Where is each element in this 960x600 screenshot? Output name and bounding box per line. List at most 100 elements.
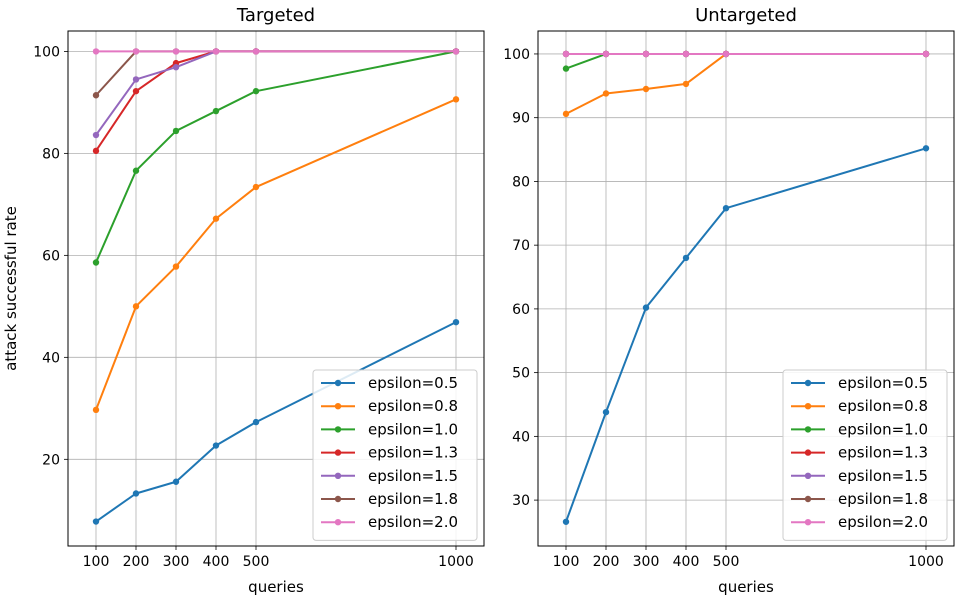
data-point	[682, 50, 690, 58]
data-point	[722, 50, 730, 58]
data-point	[642, 304, 650, 311]
x-tick-label: 300	[633, 554, 660, 570]
data-point	[132, 167, 140, 174]
data-point	[172, 48, 180, 55]
x-tick-label: 400	[203, 554, 230, 570]
x-tick-label: 200	[593, 554, 620, 570]
y-tick-label: 30	[512, 493, 530, 509]
legend-entry-epsilon-0-8: epsilon=0.8	[791, 397, 928, 415]
data-point	[562, 110, 570, 118]
data-point	[562, 50, 570, 58]
data-point	[452, 318, 460, 326]
x-tick-label: 100	[83, 554, 110, 570]
series-epsilon-0-8	[92, 96, 460, 414]
data-point	[252, 183, 260, 191]
untargeted-chart: 100 200 300 400 500 1000 30 40 50 60 70 80 90 100 Unta…	[503, 5, 955, 596]
y-tick-label: 40	[512, 429, 530, 445]
legend-label: epsilon=1.5	[838, 467, 928, 485]
y-tick-label: 80	[42, 146, 60, 162]
data-point	[172, 478, 180, 485]
legend-marker	[804, 379, 812, 387]
x-tick-label: 100	[553, 554, 580, 570]
series-epsilon-0-5	[92, 318, 460, 525]
legend-entry-epsilon-1-0: epsilon=1.0	[321, 420, 458, 438]
y-tick-label: 100	[503, 47, 530, 63]
legend-marker	[804, 495, 812, 503]
y-tick-label: 50	[512, 366, 530, 382]
legend-entry-epsilon-1-5: epsilon=1.5	[321, 467, 458, 485]
legend-entry-epsilon-1-3: epsilon=1.3	[321, 444, 458, 462]
legend-label: epsilon=1.0	[838, 420, 928, 438]
data-point	[92, 406, 100, 414]
legend: epsilon=0.5 epsilon=0.8 epsilon=1.0 epsilon…	[312, 369, 478, 541]
legend-label: epsilon=1.8	[368, 490, 458, 508]
data-point	[452, 96, 460, 103]
y-tick-label: 40	[42, 350, 60, 366]
data-point	[172, 127, 180, 135]
axes-frame	[67, 30, 485, 547]
series-line	[565, 147, 927, 523]
data-point	[92, 259, 100, 266]
y-tick-label: 100	[33, 44, 60, 60]
legend-label: epsilon=1.3	[838, 444, 928, 462]
series-epsilon-1-8	[92, 48, 460, 99]
legend-label: epsilon=1.5	[368, 467, 458, 485]
legend-label: epsilon=1.3	[368, 444, 458, 462]
legend-entry-epsilon-2-0: epsilon=2.0	[791, 513, 928, 531]
data-point	[132, 76, 140, 83]
legend-marker	[334, 472, 342, 479]
data-point	[92, 518, 100, 525]
data-point	[922, 50, 930, 58]
series-epsilon-2-0	[92, 48, 460, 55]
legend-label: epsilon=0.5	[368, 374, 458, 392]
y-axis-label: attack successful rate	[2, 206, 20, 371]
data-point	[922, 145, 930, 152]
series-line	[565, 52, 926, 70]
legend-marker	[804, 519, 812, 526]
data-point	[212, 107, 220, 115]
legend-label: epsilon=0.8	[368, 397, 458, 415]
data-point	[682, 254, 690, 262]
x-tick-label: 1000	[438, 554, 474, 570]
series-epsilon-1-3	[92, 48, 460, 155]
series-line	[95, 321, 457, 523]
legend-box	[312, 369, 478, 541]
data-point	[252, 48, 260, 55]
y-tick-label: 70	[512, 238, 530, 254]
data-point	[92, 147, 100, 155]
axes-frame	[537, 30, 955, 547]
legend-marker	[804, 449, 812, 456]
legend-entry-epsilon-1-8: epsilon=1.8	[321, 490, 458, 508]
data-point	[92, 131, 100, 139]
legend-label: epsilon=2.0	[838, 513, 928, 531]
series-line	[95, 50, 456, 96]
data-point	[252, 87, 260, 95]
data-point	[682, 80, 690, 88]
series-epsilon-0-5	[562, 145, 930, 525]
y-tick-label: 60	[512, 302, 530, 318]
data-point	[602, 90, 610, 97]
legend-label: epsilon=1.8	[838, 490, 928, 508]
x-tick-label: 400	[673, 554, 700, 570]
legend-entry-epsilon-1-8: epsilon=1.8	[791, 490, 928, 508]
data-point	[602, 50, 610, 58]
x-tick-label: 500	[713, 554, 740, 570]
legend-label: epsilon=0.5	[838, 374, 928, 392]
legend-entry-epsilon-0-5: epsilon=0.5	[791, 374, 928, 392]
data-point	[642, 85, 650, 93]
data-point	[452, 48, 460, 55]
y-tick-label: 80	[512, 174, 530, 190]
x-tick-label: 200	[123, 554, 150, 570]
legend-box	[782, 369, 948, 541]
legend-marker	[804, 426, 812, 433]
targeted-chart: 100 200 300 400 500 1000 20 40 60 80 100 Targeted qu…	[2, 5, 485, 596]
legend-label: epsilon=1.0	[368, 420, 458, 438]
series-epsilon-2-0	[562, 50, 930, 58]
x-tick-label: 500	[243, 554, 270, 570]
legend-entry-epsilon-0-8: epsilon=0.8	[321, 397, 458, 415]
data-point	[562, 65, 570, 72]
data-point	[172, 263, 180, 270]
x-axis-label: queries	[248, 578, 304, 596]
legend-entry-epsilon-1-3: epsilon=1.3	[791, 444, 928, 462]
data-point	[92, 48, 100, 55]
